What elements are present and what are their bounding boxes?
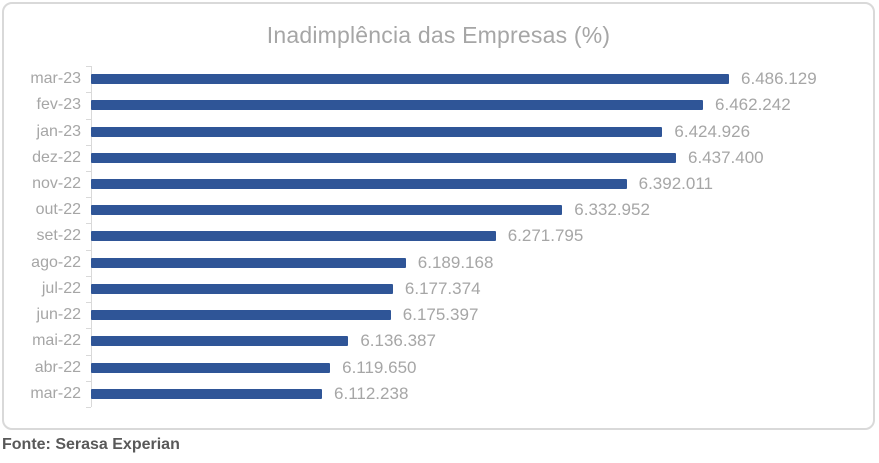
category-label: fev-23	[36, 96, 81, 114]
data-bar	[91, 283, 393, 294]
value-label: 6.271.795	[507, 226, 584, 246]
category-label: mar-22	[30, 384, 81, 402]
plot-area: mar-23 6.486.129 fev-23 6.462.242 jan-23 6.42…	[4, 66, 873, 408]
chart-card: Inadimplência das Empresas (%) mar-23 6.4…	[2, 2, 875, 430]
chart-row: ago-22 6.189.168	[4, 250, 873, 276]
chart-row: set-22 6.271.795	[4, 223, 873, 249]
bar-track: 6.462.242	[91, 92, 853, 118]
axis-tick	[86, 118, 91, 120]
chart-row: mar-23 6.486.129	[4, 66, 873, 92]
category-label: nov-22	[32, 174, 81, 192]
data-bar	[91, 231, 496, 242]
bar-track: 6.392.011	[91, 171, 853, 197]
value-label: 6.424.926	[674, 121, 751, 141]
axis-tick	[86, 92, 91, 94]
value-label: 6.119.650	[342, 357, 417, 377]
category-label: jul-22	[41, 279, 81, 297]
data-bar	[91, 178, 627, 189]
category-label: out-22	[35, 201, 81, 219]
source-note: Fonte: Serasa Experian	[2, 436, 180, 453]
bar-track: 6.332.952	[91, 197, 853, 223]
data-bar	[91, 310, 391, 321]
category-label: mar-23	[30, 70, 81, 88]
bar-track: 6.424.926	[91, 118, 853, 144]
bar-track: 6.271.795	[91, 223, 853, 249]
chart-row: nov-22 6.392.011	[4, 171, 873, 197]
data-bar	[91, 74, 730, 85]
bar-track: 6.119.650	[91, 354, 853, 380]
value-label: 6.189.168	[417, 252, 494, 272]
axis-tick	[86, 354, 91, 356]
chart-row: mar-22 6.112.238	[4, 381, 873, 407]
category-label: set-22	[36, 227, 81, 245]
axis-tick	[86, 66, 91, 67]
value-label: 6.332.952	[574, 200, 650, 220]
value-label: 6.177.374	[404, 278, 481, 298]
chart-row: dez-22 6.437.400	[4, 145, 873, 171]
bar-track: 6.437.400	[91, 145, 853, 171]
bar-rows: mar-23 6.486.129 fev-23 6.462.242 jan-23 6.42…	[4, 66, 873, 407]
chart-title: Inadimplência das Empresas (%)	[266, 22, 611, 48]
bar-track: 6.177.374	[91, 276, 853, 302]
chart-row: abr-22 6.119.650	[4, 354, 873, 380]
category-label: abr-22	[34, 358, 81, 376]
axis-tick	[86, 380, 91, 382]
category-label: jun-22	[36, 306, 81, 324]
bar-track: 6.175.397	[91, 302, 853, 328]
axis-tick	[86, 144, 91, 146]
bar-track: 6.486.129	[91, 66, 853, 92]
data-bar	[91, 152, 676, 163]
axis-tick	[86, 197, 91, 199]
chart-row: jan-23 6.424.926	[4, 118, 873, 144]
category-label: ago-22	[31, 253, 81, 271]
axis-tick	[86, 249, 91, 251]
data-bar	[91, 100, 704, 111]
data-bar	[91, 126, 663, 137]
category-label: mai-22	[32, 332, 81, 350]
axis-tick	[86, 275, 91, 277]
axis-tick	[86, 407, 91, 408]
data-bar	[91, 362, 331, 373]
value-label: 6.437.400	[687, 147, 764, 167]
axis-tick	[86, 223, 91, 225]
chart-row: jun-22 6.175.397	[4, 302, 873, 328]
data-bar	[91, 388, 323, 399]
data-bar	[91, 257, 406, 268]
axis-tick	[86, 328, 91, 330]
value-label: 6.486.129	[741, 69, 817, 89]
chart-row: out-22 6.332.952	[4, 197, 873, 223]
category-label: jan-23	[36, 122, 81, 140]
bar-track: 6.136.387	[91, 328, 853, 354]
axis-tick	[86, 302, 91, 304]
category-label: dez-22	[32, 148, 81, 166]
value-label: 6.175.397	[402, 305, 479, 325]
bar-track: 6.189.168	[91, 250, 853, 276]
data-bar	[91, 336, 349, 347]
chart-row: fev-23 6.462.242	[4, 92, 873, 118]
bar-track: 6.112.238	[91, 381, 853, 407]
chart-row: jul-22 6.177.374	[4, 276, 873, 302]
value-label: 6.392.011	[638, 173, 713, 193]
value-label: 6.462.242	[715, 95, 791, 115]
value-label: 6.112.238	[334, 383, 409, 403]
axis-tick	[86, 170, 91, 172]
data-bar	[91, 205, 563, 216]
chart-row: mai-22 6.136.387	[4, 328, 873, 354]
value-label: 6.136.387	[360, 331, 436, 351]
